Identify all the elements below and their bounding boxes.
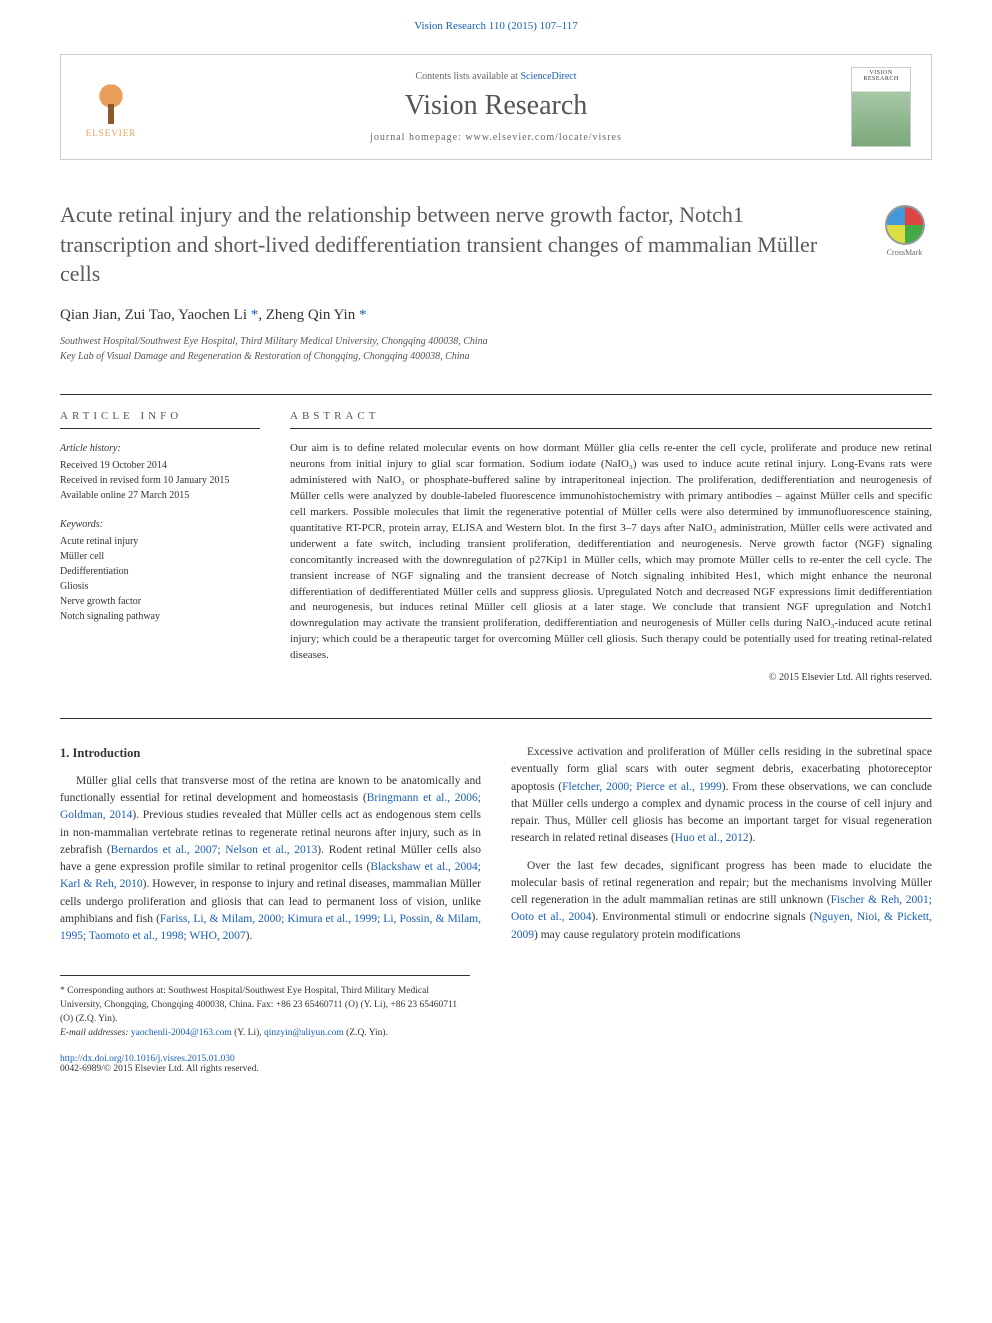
crossmark-label: CrossMark — [877, 248, 932, 257]
email-line: E-mail addresses: yaochenli-2004@163.com… — [60, 1026, 470, 1040]
homepage-line: journal homepage: www.elsevier.com/locat… — [141, 132, 851, 143]
keyword-6: Notch signaling pathway — [60, 609, 260, 624]
abstract-heading: ABSTRACT — [290, 410, 932, 429]
keyword-2: Müller cell — [60, 549, 260, 564]
article-header: CrossMark Acute retinal injury and the r… — [0, 180, 992, 379]
crossmark-badge[interactable]: CrossMark — [877, 205, 932, 257]
info-abstract-row: ARTICLE INFO Article history: Received 1… — [0, 395, 992, 703]
corresponding-note: * Corresponding authors at: Southwest Ho… — [60, 984, 470, 1027]
paragraph-1: Müller glial cells that transverse most … — [60, 773, 481, 946]
keyword-5: Nerve growth factor — [60, 594, 260, 609]
masthead-center: Contents lists available at ScienceDirec… — [141, 71, 851, 143]
elsevier-tree-icon — [86, 76, 136, 126]
history-2: Received in revised form 10 January 2015 — [60, 473, 260, 488]
history-3: Available online 27 March 2015 — [60, 488, 260, 503]
sciencedirect-link[interactable]: ScienceDirect — [520, 71, 576, 82]
footer: http://dx.doi.org/10.1016/j.visres.2015.… — [0, 1049, 992, 1094]
history-1: Received 19 October 2014 — [60, 458, 260, 473]
keyword-4: Gliosis — [60, 579, 260, 594]
journal-cover-thumbnail[interactable]: VISION RESEARCH — [851, 67, 911, 147]
page-header: Vision Research 110 (2015) 107–117 — [0, 0, 992, 54]
info-heading: ARTICLE INFO — [60, 410, 260, 429]
journal-name: Vision Research — [141, 90, 851, 122]
author-1[interactable]: Qian Jian — [60, 307, 117, 323]
citation[interactable]: Bernardos et al., 2007; Nelson et al., 2… — [111, 844, 318, 856]
abstract-text: Our aim is to define related molecular e… — [290, 441, 932, 664]
intro-heading: 1. Introduction — [60, 744, 481, 763]
citation[interactable]: Fletcher, 2000; Pierce et al., 1999 — [562, 781, 722, 793]
footnotes: * Corresponding authors at: Southwest Ho… — [60, 975, 470, 1049]
affiliation-2: Key Lab of Visual Damage and Regeneratio… — [60, 349, 932, 364]
history-block: Article history: Received 19 October 201… — [60, 441, 260, 503]
cover-label: VISION RESEARCH — [852, 68, 910, 84]
homepage-url[interactable]: www.elsevier.com/locate/visres — [465, 132, 622, 143]
elsevier-label: ELSEVIER — [86, 128, 137, 138]
citation[interactable]: Huo et al., 2012 — [675, 832, 749, 844]
crossmark-icon — [885, 205, 925, 245]
journal-reference: Vision Research 110 (2015) 107–117 — [60, 20, 932, 32]
corresponding-marker[interactable]: * — [251, 307, 259, 323]
author-4[interactable]: Zheng Qin Yin — [266, 307, 355, 323]
email-link-1[interactable]: yaochenli-2004@163.com — [131, 1028, 232, 1038]
corresponding-marker-2[interactable]: * — [359, 307, 367, 323]
abstract: ABSTRACT Our aim is to define related mo… — [290, 410, 932, 683]
elsevier-logo[interactable]: ELSEVIER — [81, 72, 141, 142]
affiliations: Southwest Hospital/Southwest Eye Hospita… — [60, 334, 932, 364]
authors: Qian Jian, Zui Tao, Yaochen Li *, Zheng … — [60, 307, 932, 324]
keywords-block: Keywords: Acute retinal injury Müller ce… — [60, 517, 260, 624]
author-3[interactable]: Yaochen Li — [178, 307, 247, 323]
contents-line: Contents lists available at ScienceDirec… — [141, 71, 851, 82]
history-label: Article history: — [60, 441, 260, 456]
keyword-3: Dedifferentiation — [60, 564, 260, 579]
affiliation-1: Southwest Hospital/Southwest Eye Hospita… — [60, 334, 932, 349]
issn-line: 0042-6989/© 2015 Elsevier Ltd. All right… — [60, 1064, 932, 1074]
author-2[interactable]: Zui Tao — [125, 307, 172, 323]
masthead: ELSEVIER Contents lists available at Sci… — [60, 54, 932, 160]
keywords-label: Keywords: — [60, 517, 260, 532]
email-link-2[interactable]: qinzyin@aliyun.com — [264, 1028, 344, 1038]
doi-link[interactable]: http://dx.doi.org/10.1016/j.visres.2015.… — [60, 1054, 235, 1064]
keyword-1: Acute retinal injury — [60, 534, 260, 549]
abstract-copyright: © 2015 Elsevier Ltd. All rights reserved… — [290, 672, 932, 683]
body-text: 1. Introduction Müller glial cells that … — [0, 719, 992, 965]
article-title: Acute retinal injury and the relationshi… — [60, 200, 932, 289]
paragraph-2: Excessive activation and proliferation o… — [511, 744, 932, 848]
article-info: ARTICLE INFO Article history: Received 1… — [60, 410, 260, 683]
paragraph-3: Over the last few decades, significant p… — [511, 858, 932, 944]
